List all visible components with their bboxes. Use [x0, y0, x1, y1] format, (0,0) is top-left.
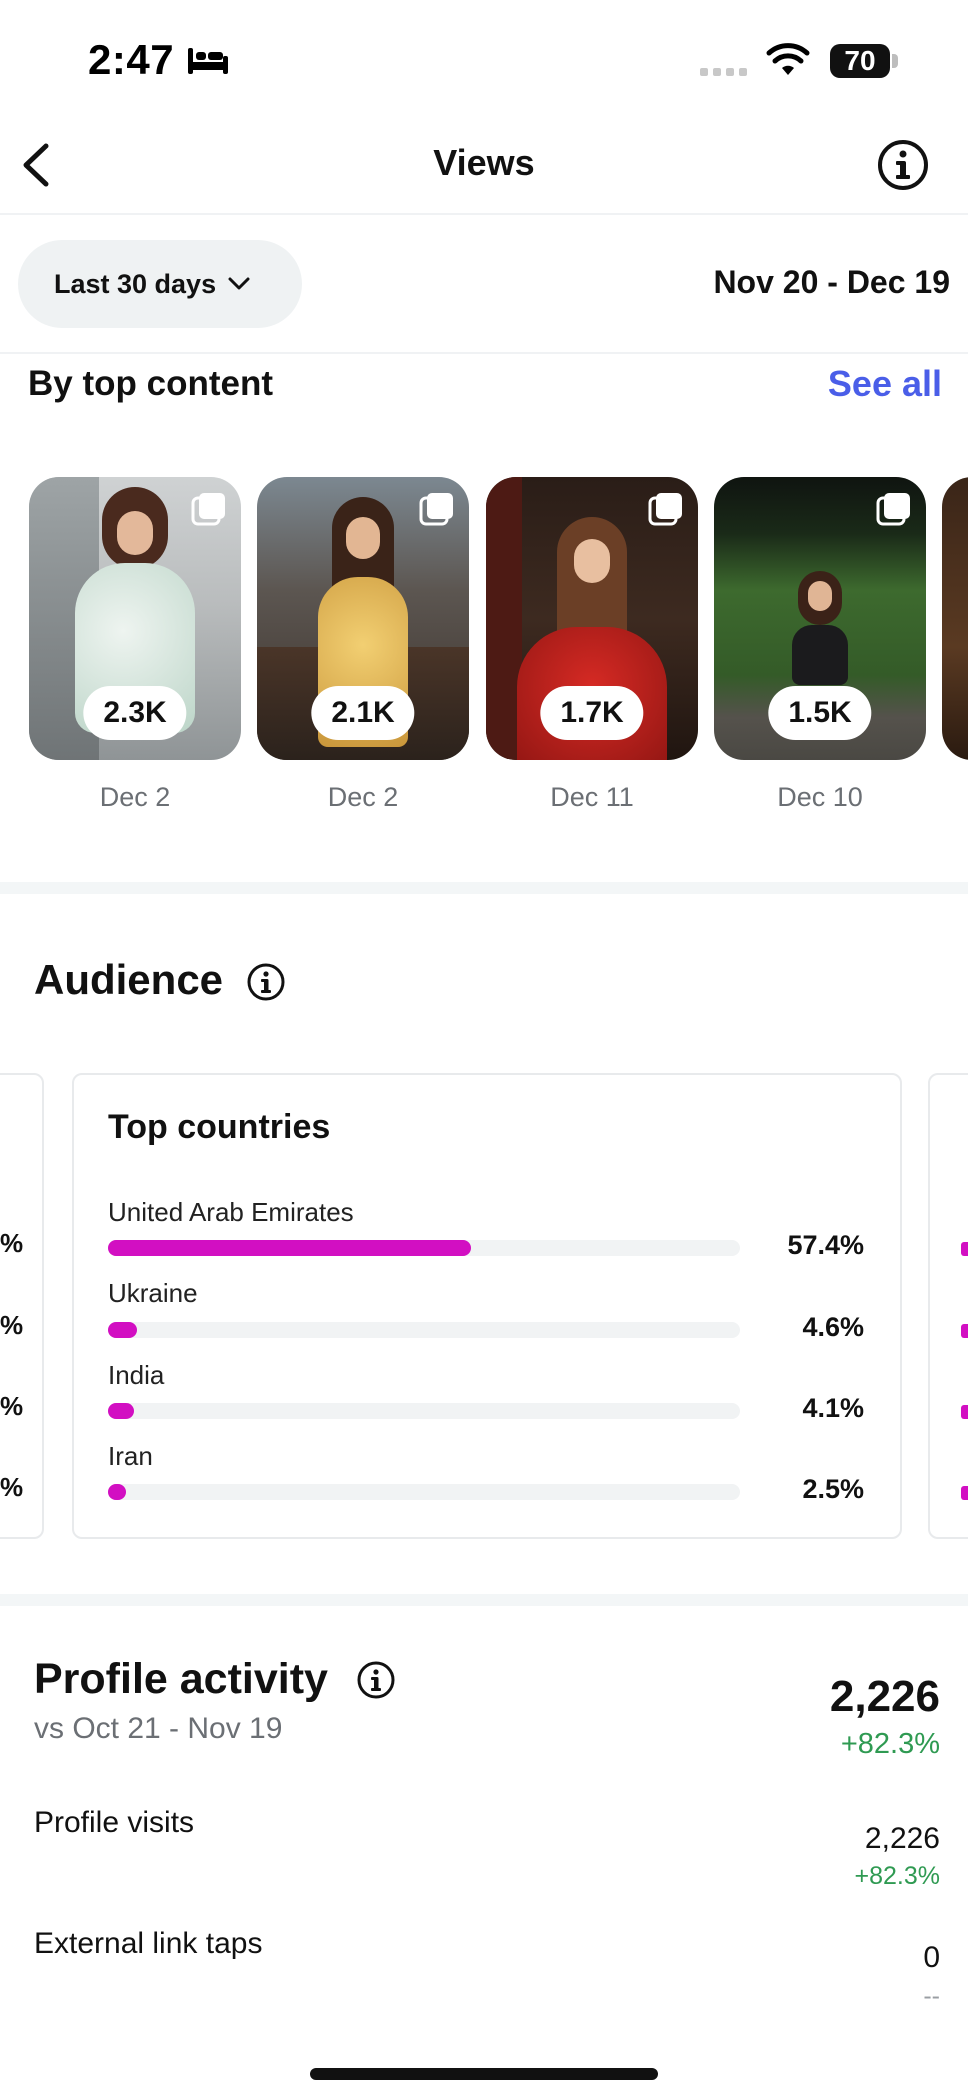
carousel-icon: [419, 493, 453, 526]
date-range-text: Nov 20 - Dec 19: [713, 264, 950, 300]
top-content-title: By top content: [28, 364, 273, 403]
carousel-icon: [648, 493, 682, 526]
info-icon[interactable]: [356, 1660, 396, 1700]
country-name: United Arab Emirates: [108, 1197, 354, 1227]
content-thumbnail[interactable]: 2.1K: [257, 477, 469, 760]
country-name: Ukraine: [108, 1278, 198, 1308]
page-title: Views: [433, 142, 535, 183]
status-time: 2:47: [88, 36, 175, 83]
profile-activity-title: Profile activity: [34, 1655, 328, 1703]
thumbnail-image: 2.3K: [29, 477, 241, 760]
top-countries-card: [72, 1073, 902, 1539]
content-date: Dec 10: [777, 782, 863, 812]
content-date: Dec 2: [327, 782, 399, 812]
external-link-taps-label: External link taps: [34, 1927, 263, 1960]
content-thumbnail[interactable]: 2.3K: [29, 477, 241, 760]
view-count-badge: 1.7K: [540, 686, 644, 740]
country-pct: 4.6%: [802, 1312, 864, 1342]
country-name: India: [108, 1360, 165, 1390]
bar-fragment: [961, 1242, 968, 1256]
carousel-icon: [876, 493, 910, 526]
country-pct: 2.5%: [802, 1474, 864, 1504]
battery-tip: [892, 54, 898, 68]
back-icon[interactable]: [14, 138, 58, 192]
cellular-signal-icon: [700, 68, 747, 76]
country-bar-fill: [108, 1240, 471, 1256]
view-count-badge: 2.3K: [83, 686, 187, 740]
audience-title: Audience: [34, 956, 224, 1003]
pct-fragment: %: [0, 1472, 24, 1502]
profile-visits-change: +82.3%: [854, 1862, 941, 1890]
content-date: Dec 11: [550, 782, 634, 812]
country-bar-fill: [108, 1484, 126, 1500]
info-icon[interactable]: [876, 138, 930, 192]
info-icon[interactable]: [246, 962, 286, 1002]
battery-indicator: 70: [830, 44, 890, 78]
bar-fragment: [961, 1324, 968, 1338]
profile-activity-total: 2,226: [829, 1672, 940, 1721]
comparison-period: vs Oct 21 - Nov 19: [34, 1712, 283, 1745]
audience-card-next[interactable]: [928, 1073, 968, 1539]
section-divider: [0, 1594, 968, 1606]
date-range-dropdown[interactable]: Last 30 days: [18, 240, 302, 328]
chevron-down-icon: [228, 277, 250, 290]
wifi-icon: [766, 43, 810, 75]
country-bar-track: [108, 1403, 740, 1419]
see-all-link[interactable]: See all: [827, 363, 942, 404]
profile-activity-change: +82.3%: [840, 1728, 940, 1760]
external-link-taps-change: --: [923, 1982, 940, 2010]
view-count-badge: 2.1K: [311, 686, 415, 740]
profile-visits-label: Profile visits: [34, 1806, 195, 1839]
content-thumbnail[interactable]: 1.5K: [714, 477, 926, 760]
thumbnail-image: 1.7K: [486, 477, 698, 760]
filter-divider: [0, 352, 968, 354]
country-bar-track: [108, 1484, 740, 1500]
bar-fragment: [961, 1486, 968, 1500]
country-name: Iran: [108, 1441, 153, 1471]
content-date: Dec 2: [99, 782, 171, 812]
external-link-taps-value: 0: [923, 1941, 940, 1974]
top-countries-title: Top countries: [108, 1108, 331, 1146]
country-pct: 4.1%: [802, 1393, 864, 1423]
content-thumbnail-partial[interactable]: [942, 477, 968, 760]
pct-fragment: %: [0, 1310, 24, 1340]
country-bar-track: [108, 1322, 740, 1338]
thumbnail-image: 1.5K: [714, 477, 926, 760]
carousel-icon: [191, 493, 225, 526]
content-thumbnail[interactable]: 1.7K: [486, 477, 698, 760]
thumbnail-image: 2.1K: [257, 477, 469, 760]
pct-fragment: %: [0, 1228, 24, 1258]
home-indicator[interactable]: [310, 2068, 658, 2080]
sleep-focus-icon: [188, 48, 228, 74]
header-divider: [0, 213, 968, 215]
section-divider: [0, 882, 968, 894]
profile-visits-value: 2,226: [864, 1822, 940, 1855]
view-count-badge: 1.5K: [768, 686, 872, 740]
pct-fragment: %: [0, 1391, 24, 1421]
country-bar-fill: [108, 1322, 138, 1338]
audience-card-previous[interactable]: [0, 1073, 44, 1539]
date-range-label: Last 30 days: [54, 268, 217, 299]
country-pct: 57.4%: [787, 1230, 864, 1260]
bar-fragment: [961, 1405, 968, 1419]
country-bar-fill: [108, 1403, 134, 1419]
